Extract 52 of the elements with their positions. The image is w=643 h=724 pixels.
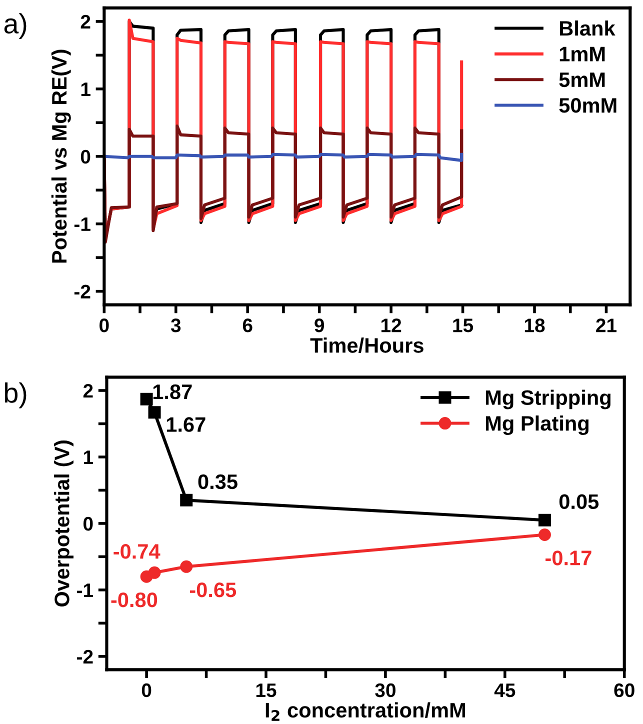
y-axis-title: Overpotential (V) bbox=[54, 440, 74, 607]
x-tick-label: 45 bbox=[494, 684, 516, 698]
x-tick-label: 18 bbox=[524, 318, 545, 332]
x-axis-title: Time/Hours bbox=[310, 338, 424, 354]
legend-label: Mg Stripping bbox=[486, 390, 610, 410]
x-tick-label: 6 bbox=[242, 318, 252, 332]
y-tick-label: -2 bbox=[77, 650, 93, 664]
y-tick-label: 0 bbox=[84, 516, 93, 531]
data-label: 0.05 bbox=[559, 494, 599, 510]
x-tick-label: 15 bbox=[453, 318, 474, 332]
x-tick-label: 9 bbox=[314, 318, 324, 332]
data-label: 1.67 bbox=[166, 417, 206, 432]
legend-label: Blank bbox=[560, 20, 616, 36]
point bbox=[148, 566, 161, 579]
y-tick-label: 1 bbox=[81, 82, 90, 96]
legend-label: 5mM bbox=[559, 72, 605, 88]
line-series bbox=[104, 152, 464, 162]
text: b) bbox=[5, 382, 26, 408]
data-label: -0.80 bbox=[111, 592, 158, 608]
x-tick-label: 0 bbox=[142, 683, 152, 698]
data-label: -0.65 bbox=[190, 582, 236, 598]
y-tick-label: 1 bbox=[84, 450, 94, 464]
point bbox=[148, 406, 161, 419]
x-tick-label: 60 bbox=[614, 683, 634, 698]
y-tick-label: 2 bbox=[80, 14, 90, 28]
y-tick-label: 2 bbox=[83, 384, 93, 398]
text: a) bbox=[4, 13, 26, 40]
x-tick-label: 15 bbox=[256, 684, 276, 698]
x-tick-label: 21 bbox=[596, 318, 617, 332]
point bbox=[180, 560, 193, 573]
x-tick-label: 12 bbox=[381, 318, 402, 332]
point bbox=[538, 528, 551, 542]
data-label: -0.17 bbox=[546, 550, 592, 566]
y-tick-label: -2 bbox=[74, 284, 90, 298]
legend-label: 50mM bbox=[559, 98, 616, 113]
legend-label: 1mM bbox=[560, 46, 605, 62]
point bbox=[538, 514, 551, 526]
data-label: 0.35 bbox=[198, 474, 238, 490]
x-tick-label: 3 bbox=[170, 318, 181, 332]
y-tick-label: -1 bbox=[74, 218, 90, 231]
x-tick-label: 0 bbox=[100, 318, 109, 332]
y-tick-label: 0 bbox=[80, 150, 90, 164]
point bbox=[140, 392, 153, 406]
y-axis-title: Potential vs Mg RE(V) bbox=[51, 50, 71, 263]
x-tick-label: 30 bbox=[375, 683, 396, 698]
line-series bbox=[104, 124, 464, 244]
legend-label: Mg Plating bbox=[486, 415, 588, 435]
y-tick-label: -1 bbox=[77, 584, 94, 597]
data-label: 1.87 bbox=[153, 384, 192, 400]
point bbox=[180, 494, 193, 506]
x-axis-title: I$_{2}$ concentration/mM bbox=[266, 702, 466, 721]
data-label: -0.74 bbox=[114, 544, 160, 559]
